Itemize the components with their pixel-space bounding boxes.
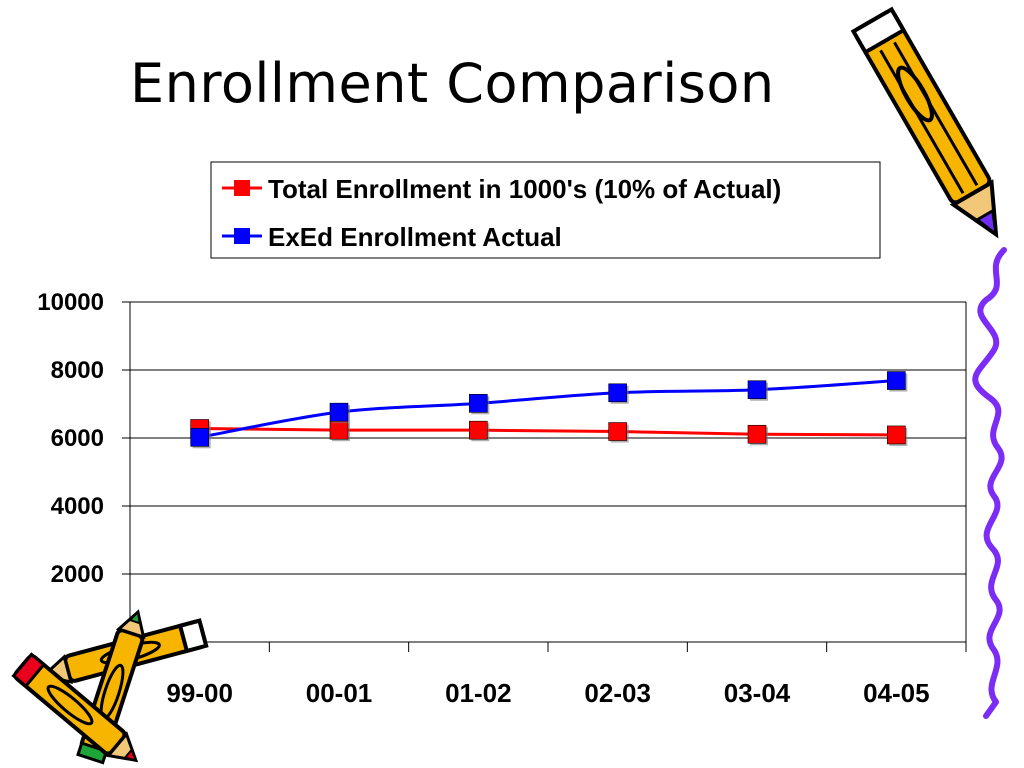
pencil-icon [850,6,999,239]
legend-label-total: Total Enrollment in 1000's (10% of Actua… [268,174,781,204]
legend-entry-exed: ExEd Enrollment Actual [222,222,562,252]
x-axis: 99-00 00-01 01-02 02-03 03-04 04-05 [129,641,967,708]
series-line [199,426,897,437]
data-point [747,424,767,444]
x-tick-label: 03-04 [724,678,791,708]
y-tick-label: 10000 [37,289,104,316]
legend-label-exed: ExEd Enrollment Actual [268,222,562,252]
data-point [747,380,767,400]
data-point [329,402,349,422]
y-axis: 10000 8000 6000 4000 2000 [37,289,131,642]
squiggle-line [972,247,1007,719]
y-tick-label: 2000 [51,561,104,588]
data-point [887,371,906,390]
y-tick-label: 8000 [51,357,104,384]
x-tick-label: 02-03 [584,678,651,708]
legend-entry-total: Total Enrollment in 1000's (10% of Actua… [222,174,781,204]
x-tick-label: 01-02 [445,678,512,708]
x-tick-label: 99-00 [166,678,233,708]
legend: Total Enrollment in 1000's (10% of Actua… [210,161,881,259]
legend-marker-total [234,180,250,196]
series-line [199,379,897,439]
series-exed-enrollment [190,371,908,449]
legend-box [210,161,881,259]
x-tick-label: 04-05 [863,678,930,708]
y-tick-label: 6000 [51,425,104,452]
data-point [608,422,627,441]
data-point [469,420,488,440]
data-point [469,394,488,413]
series-layer [190,371,908,449]
x-tick-label: 00-01 [306,678,373,708]
y-tick-label: 4000 [51,493,104,520]
data-point [887,425,906,445]
gridlines [130,301,967,642]
series-total-enrollment [190,419,908,446]
data-point [608,383,627,403]
page-title: Enrollment Comparison [130,52,775,115]
data-point [190,428,209,447]
crossed-pencils-icon [11,609,209,765]
legend-marker-exed [234,228,250,244]
data-point [329,420,349,440]
